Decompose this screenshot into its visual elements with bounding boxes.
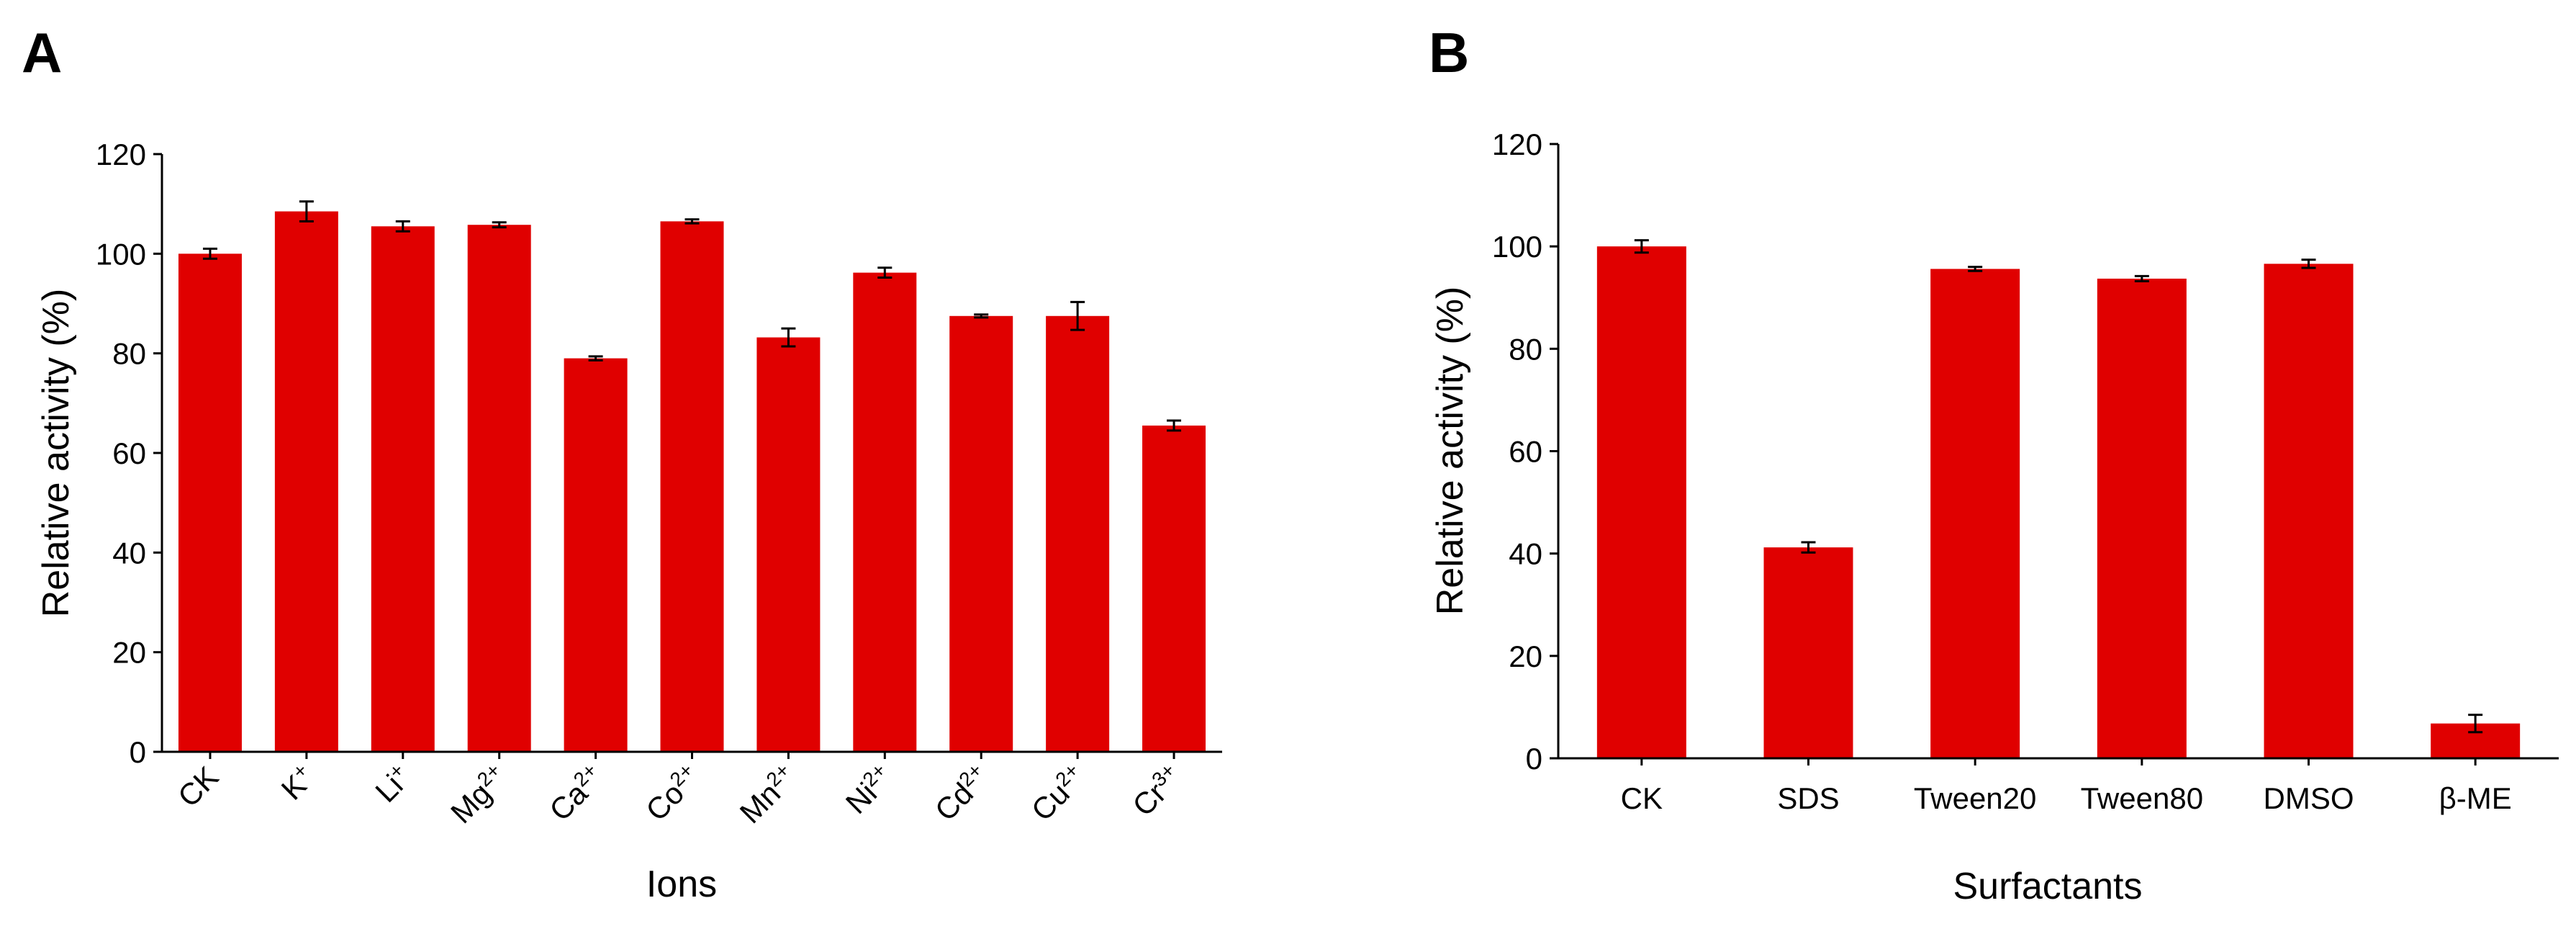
x-tick-label: K+ <box>274 758 321 806</box>
bar-ni2- <box>853 272 917 752</box>
bar-k- <box>274 211 338 753</box>
x-tick-label: CK <box>1621 781 1663 815</box>
y-tick-label: 100 <box>1492 230 1542 264</box>
bar-li- <box>371 226 435 753</box>
x-tick-label: Co2+ <box>638 758 707 827</box>
x-tick-label: Cu2+ <box>1023 758 1093 827</box>
y-tick-label: 40 <box>112 536 146 570</box>
panel-b-error-bars <box>1634 239 2483 734</box>
x-tick-label: Cd2+ <box>927 758 996 827</box>
bar-sds <box>1763 547 1853 758</box>
bar-cu2- <box>1046 315 1110 753</box>
bar-tween20 <box>1930 269 2020 758</box>
bar-ck <box>178 253 242 752</box>
y-tick-label: 20 <box>112 636 146 670</box>
panel-a-y-ticks: 0 20 40 60 80 100 120 <box>96 138 162 769</box>
y-tick-label: 120 <box>1492 127 1542 161</box>
x-tick-label: DMSO <box>2264 781 2354 815</box>
y-tick-label: 20 <box>1509 639 1542 673</box>
bar-cr3- <box>1142 425 1206 752</box>
panel-a-letter: A <box>22 21 62 84</box>
panel-b-bars <box>1596 246 2521 759</box>
y-tick-label: 0 <box>130 735 146 769</box>
y-tick-label: 0 <box>1526 742 1542 776</box>
bar-mn2- <box>756 337 821 752</box>
x-tick-label: Tween80 <box>2081 781 2203 815</box>
y-tick-label: 40 <box>1509 537 1542 571</box>
panel-b-y-ticks: 0 20 40 60 80 100 120 <box>1492 127 1558 776</box>
y-tick-label: 60 <box>112 436 146 470</box>
panel-b-letter: B <box>1429 21 1469 84</box>
panel-b-surfactants-chart: B 0 20 40 60 80 100 120 CK SDS Tween20 Tween80 DMS… <box>1429 21 2559 907</box>
y-tick-label: 80 <box>1509 332 1542 366</box>
x-tick-label: Mg2+ <box>443 758 514 830</box>
panel-a-y-axis-title: Relative activity (%) <box>35 289 77 618</box>
x-tick-label: SDS <box>1777 781 1839 815</box>
x-tick-label: Tween20 <box>1914 781 2036 815</box>
bar-ca2- <box>564 358 628 752</box>
x-tick-label: Cr3+ <box>1124 758 1188 822</box>
panel-a-x-axis-title: Ions <box>646 863 717 905</box>
y-tick-label: 100 <box>96 237 146 271</box>
x-tick-label: Li+ <box>367 758 417 809</box>
bar-tween80 <box>2097 278 2187 758</box>
bar-cd2- <box>949 315 1013 753</box>
x-tick-label: CK <box>171 760 225 814</box>
y-tick-label: 60 <box>1509 435 1542 469</box>
x-tick-label: Ni2+ <box>838 758 900 820</box>
panel-a-ions-chart: A 0 20 40 60 80 100 120 CK K+ Li+ Mg2+ Ca2+ Co2+ Mn2… <box>22 21 1222 905</box>
x-tick-label: Ca2+ <box>541 758 610 827</box>
panel-a-error-bars <box>202 200 1182 432</box>
panel-b-x-axis-title: Surfactants <box>1953 866 2142 907</box>
x-tick-label: β-ME <box>2439 781 2512 815</box>
bar-dmso <box>2264 264 2354 759</box>
y-tick-label: 80 <box>112 337 146 371</box>
panel-a-x-ticks: CK K+ Li+ Mg2+ Ca2+ Co2+ Mn2+ Ni2+ Cd2+ Cu2+ Cr3+ <box>171 752 1188 830</box>
panel-b-x-ticks: CK SDS Tween20 Tween80 DMSO β-ME <box>1621 758 2512 815</box>
panel-a-bars <box>178 211 1206 753</box>
y-tick-label: 120 <box>96 138 146 171</box>
x-tick-label: Mn2+ <box>732 758 803 830</box>
bar-co2- <box>660 221 724 752</box>
bar-mg2- <box>467 225 531 752</box>
bar-ck <box>1596 246 1686 759</box>
panel-b-y-axis-title: Relative activity (%) <box>1429 287 1471 616</box>
